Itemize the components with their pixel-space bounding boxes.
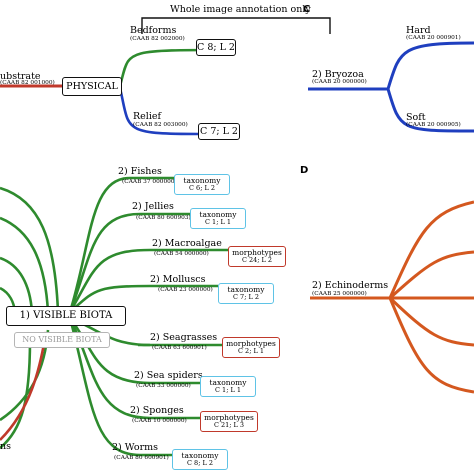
sea-spiders-box-count: C 1; L 1 — [215, 385, 241, 394]
substrate-code: (CAAB 82 001000) — [0, 80, 55, 86]
macroalgae-branch-line — [68, 248, 228, 313]
sea-spiders-code: (CAAB 33 000000) — [136, 383, 191, 389]
no-visible-biota-node: NO VISIBLE BIOTA — [14, 332, 110, 348]
molluscs-taxonomy-box: taxonomy C 7; L 2 — [218, 283, 274, 304]
molluscs-code: (CAAB 23 000000) — [158, 287, 213, 293]
sea-spiders-box-title: taxonomy — [209, 378, 247, 387]
relief-branch-line — [118, 87, 201, 136]
fishes-code: (CAAB 37 000000) — [122, 179, 177, 185]
fishes-box-title: taxonomy — [183, 176, 221, 185]
echinoderms-branch-2 — [388, 250, 474, 300]
bryozoa-soft-label: Soft — [406, 112, 426, 123]
relief-count-box: C 7; L 2 — [198, 123, 240, 140]
macroalgae-morphotypes-box: morphotypes C 24; L 2 — [228, 246, 286, 267]
bryozoa-soft-code: (CAAB 20 000905) — [406, 122, 461, 128]
visible-biota-node: 1) VISIBLE BIOTA — [6, 306, 126, 326]
sea-spiders-label: 2) Sea spiders — [134, 370, 203, 381]
whole-image-header: Whole image annotation only — [170, 4, 311, 15]
bryozoa-label: 2) Bryozoa — [312, 69, 364, 80]
worms-box-count: C 8; L 2 — [187, 458, 213, 467]
seagrasses-box-count: C 2; L 1 — [238, 346, 264, 355]
macroalgae-box-title: morphotypes — [232, 248, 282, 257]
sponges-morphotypes-box: morphotypes C 21; L 3 — [200, 411, 258, 432]
substrate-label: ubstrate — [0, 71, 41, 82]
molluscs-label: 2) Molluscs — [150, 274, 206, 285]
sponges-box-count: C 21; L 3 — [213, 420, 245, 429]
section-d-letter: D — [300, 165, 309, 176]
macroalgae-label: 2) Macroalgae — [152, 238, 222, 249]
whole-image-bracket — [141, 17, 331, 34]
worms-code: (CAAB 80 600901) — [114, 455, 169, 461]
jellies-taxonomy-box: taxonomy C 1; L 1 — [190, 208, 246, 229]
physical-node: PHYSICAL — [62, 77, 122, 96]
seagrasses-morphotypes-box: morphotypes C 2; L 1 — [222, 337, 280, 358]
echinoderms-code: (CAAB 25 000000) — [312, 291, 367, 297]
jellies-box-title: taxonomy — [199, 210, 237, 219]
molluscs-box-count: C 7; L 2 — [233, 292, 259, 301]
relief-code: (CAAB 82 003000) — [133, 122, 188, 128]
echinoderms-branch-1 — [388, 200, 474, 299]
molluscs-branch-line — [69, 284, 218, 313]
biota-left-curve-1 — [0, 186, 60, 313]
fishes-box-count: C 6; L 2 — [189, 183, 215, 192]
worms-taxonomy-box: taxonomy C 8; L 2 — [172, 449, 228, 470]
bryozoa-hard-line — [386, 41, 474, 90]
bryozoa-hard-code: (CAAB 20 000901) — [406, 35, 461, 41]
bedforms-count-box: C 8; L 2 — [196, 39, 236, 56]
jellies-box-count: C 1; L 1 — [205, 217, 231, 226]
sponges-label: 2) Sponges — [130, 405, 184, 416]
sea-spiders-branch-line — [68, 317, 200, 385]
bedforms-label: Bedforms — [130, 25, 177, 36]
macroalgae-code: (CAAB 54 000000) — [154, 251, 209, 257]
seagrasses-label: 2) Seagrasses — [150, 332, 218, 343]
biota-left-curve-3 — [0, 256, 34, 313]
jellies-code: (CAAB 80 600903) — [136, 215, 191, 221]
relief-label: Relief — [133, 111, 161, 122]
bryozoa-code: (CAAB 20 000000) — [312, 79, 367, 85]
biota-left-curve-2 — [0, 216, 50, 313]
worms-label: 2) Worms — [112, 442, 159, 453]
biota-left-red-curve — [0, 331, 48, 441]
bedforms-code: (CAAB 82 002000) — [130, 36, 185, 42]
seagrasses-box-title: morphotypes — [226, 339, 276, 348]
fishes-branch-line — [68, 176, 175, 313]
partial-left-label: ns — [0, 441, 11, 452]
seagrasses-code: (CAAB 63 600901) — [152, 345, 207, 351]
sponges-code: (CAAB 10 000000) — [132, 418, 187, 424]
fishes-label: 2) Fishes — [118, 166, 162, 177]
bryozoa-hard-label: Hard — [406, 25, 431, 36]
echinoderms-label: 2) Echinoderms — [312, 280, 389, 291]
jellies-branch-line — [68, 212, 190, 313]
jellies-label: 2) Jellies — [132, 201, 174, 212]
section-c-letter: C — [303, 4, 311, 15]
sponges-box-title: morphotypes — [204, 413, 254, 422]
fishes-taxonomy-box: taxonomy C 6; L 2 — [174, 174, 230, 195]
echinoderms-branch-4 — [388, 296, 474, 347]
macroalgae-box-count: C 24; L 2 — [241, 255, 273, 264]
worms-box-title: taxonomy — [181, 451, 219, 460]
echinoderms-branch-5 — [388, 297, 474, 394]
biota-left-curve-6 — [0, 339, 32, 450]
molluscs-box-title: taxonomy — [227, 285, 265, 294]
worms-branch-line — [68, 317, 172, 457]
sea-spiders-taxonomy-box: taxonomy C 1; L 1 — [200, 376, 256, 397]
bryozoa-soft-line — [386, 88, 474, 133]
